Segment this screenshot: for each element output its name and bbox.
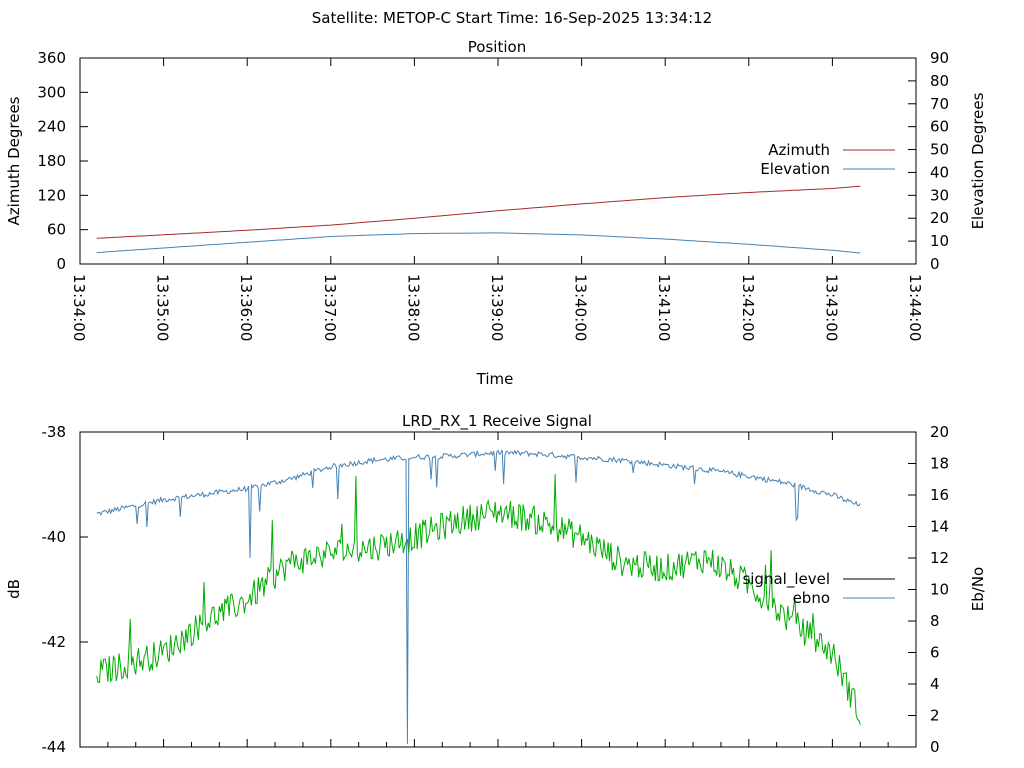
- y2-tick-label: 20: [930, 209, 949, 227]
- y-tick-label: 240: [37, 118, 66, 136]
- position-chart-title: Position: [468, 38, 526, 56]
- position-x-axis-label: Time: [476, 370, 514, 388]
- y2-tick-label: 18: [930, 455, 949, 473]
- y2-tick-label: 50: [930, 141, 949, 159]
- y-tick-label: 0: [56, 255, 66, 273]
- y2-tick-label: 20: [930, 423, 949, 441]
- x-tick-label: 13:42:00: [739, 274, 757, 341]
- receive-signal-plot-frame: [79, 431, 917, 748]
- x-tick-label: 13:34:00: [70, 274, 88, 341]
- x-tick-label: 13:40:00: [572, 274, 590, 341]
- legend-label: Azimuth: [768, 141, 830, 159]
- y-tick-label: -44: [42, 738, 67, 756]
- receive-signal-y2-axis-label: Eb/No: [969, 567, 987, 611]
- ebno-series-line: [96, 449, 861, 744]
- y2-tick-label: 10: [930, 581, 949, 599]
- x-tick-label: 13:35:00: [154, 274, 172, 341]
- x-tick-label: 13:43:00: [822, 274, 840, 341]
- y-tick-label: 120: [37, 186, 66, 204]
- x-tick-label: 13:37:00: [321, 274, 339, 341]
- position-y-axis-label: Azimuth Degrees: [5, 96, 23, 225]
- y2-tick-label: 90: [930, 49, 949, 67]
- signal-series-line: [96, 474, 861, 725]
- y2-tick-label: 0: [930, 255, 940, 273]
- y2-tick-label: 0: [930, 738, 940, 756]
- y2-tick-label: 2: [930, 707, 940, 725]
- y2-tick-label: 70: [930, 95, 949, 113]
- y2-tick-label: 4: [930, 675, 940, 693]
- y2-tick-label: 8: [930, 612, 940, 630]
- receive-signal-chart-title: LRD_RX_1 Receive Signal: [402, 412, 592, 431]
- Azimuth-series-line: [96, 185, 861, 239]
- y-tick-label: -40: [42, 528, 67, 546]
- y-tick-label: -42: [42, 633, 67, 651]
- y-tick-label: -38: [42, 423, 67, 441]
- figure-title: Satellite: METOP-C Start Time: 16-Sep-20…: [312, 9, 712, 27]
- y2-tick-label: 40: [930, 163, 949, 181]
- y2-tick-label: 12: [930, 549, 949, 567]
- y-tick-label: 360: [37, 49, 66, 67]
- y-tick-label: 300: [37, 83, 66, 101]
- y2-tick-label: 6: [930, 644, 940, 662]
- y2-tick-label: 80: [930, 72, 949, 90]
- position-y2-axis-label: Elevation Degrees: [969, 92, 987, 229]
- y2-tick-label: 10: [930, 232, 949, 250]
- receive-signal-chart: LRD_RX_1 Receive Signal dB Eb/No -44 -42 -…: [5, 412, 987, 756]
- y2-tick-label: 30: [930, 186, 949, 204]
- y-tick-label: 180: [37, 152, 66, 170]
- y2-tick-label: 14: [930, 518, 949, 536]
- x-tick-label: 13:39:00: [488, 274, 506, 341]
- legend-label: signal_level: [742, 570, 830, 589]
- y2-tick-label: 16: [930, 486, 949, 504]
- Elevation-series-line: [96, 232, 861, 254]
- legend-label: ebno: [793, 589, 830, 607]
- y-tick-label: 60: [47, 221, 66, 239]
- x-tick-label: 13:36:00: [237, 274, 255, 341]
- receive-signal-y-axis-label: dB: [5, 579, 23, 599]
- legend-label: Elevation: [760, 160, 830, 178]
- x-tick-label: 13:41:00: [655, 274, 673, 341]
- y2-tick-label: 60: [930, 118, 949, 136]
- x-tick-label: 13:44:00: [906, 274, 924, 341]
- position-chart: Position Azimuth Degrees Elevation Degre…: [5, 38, 987, 388]
- x-tick-label: 13:38:00: [404, 274, 422, 341]
